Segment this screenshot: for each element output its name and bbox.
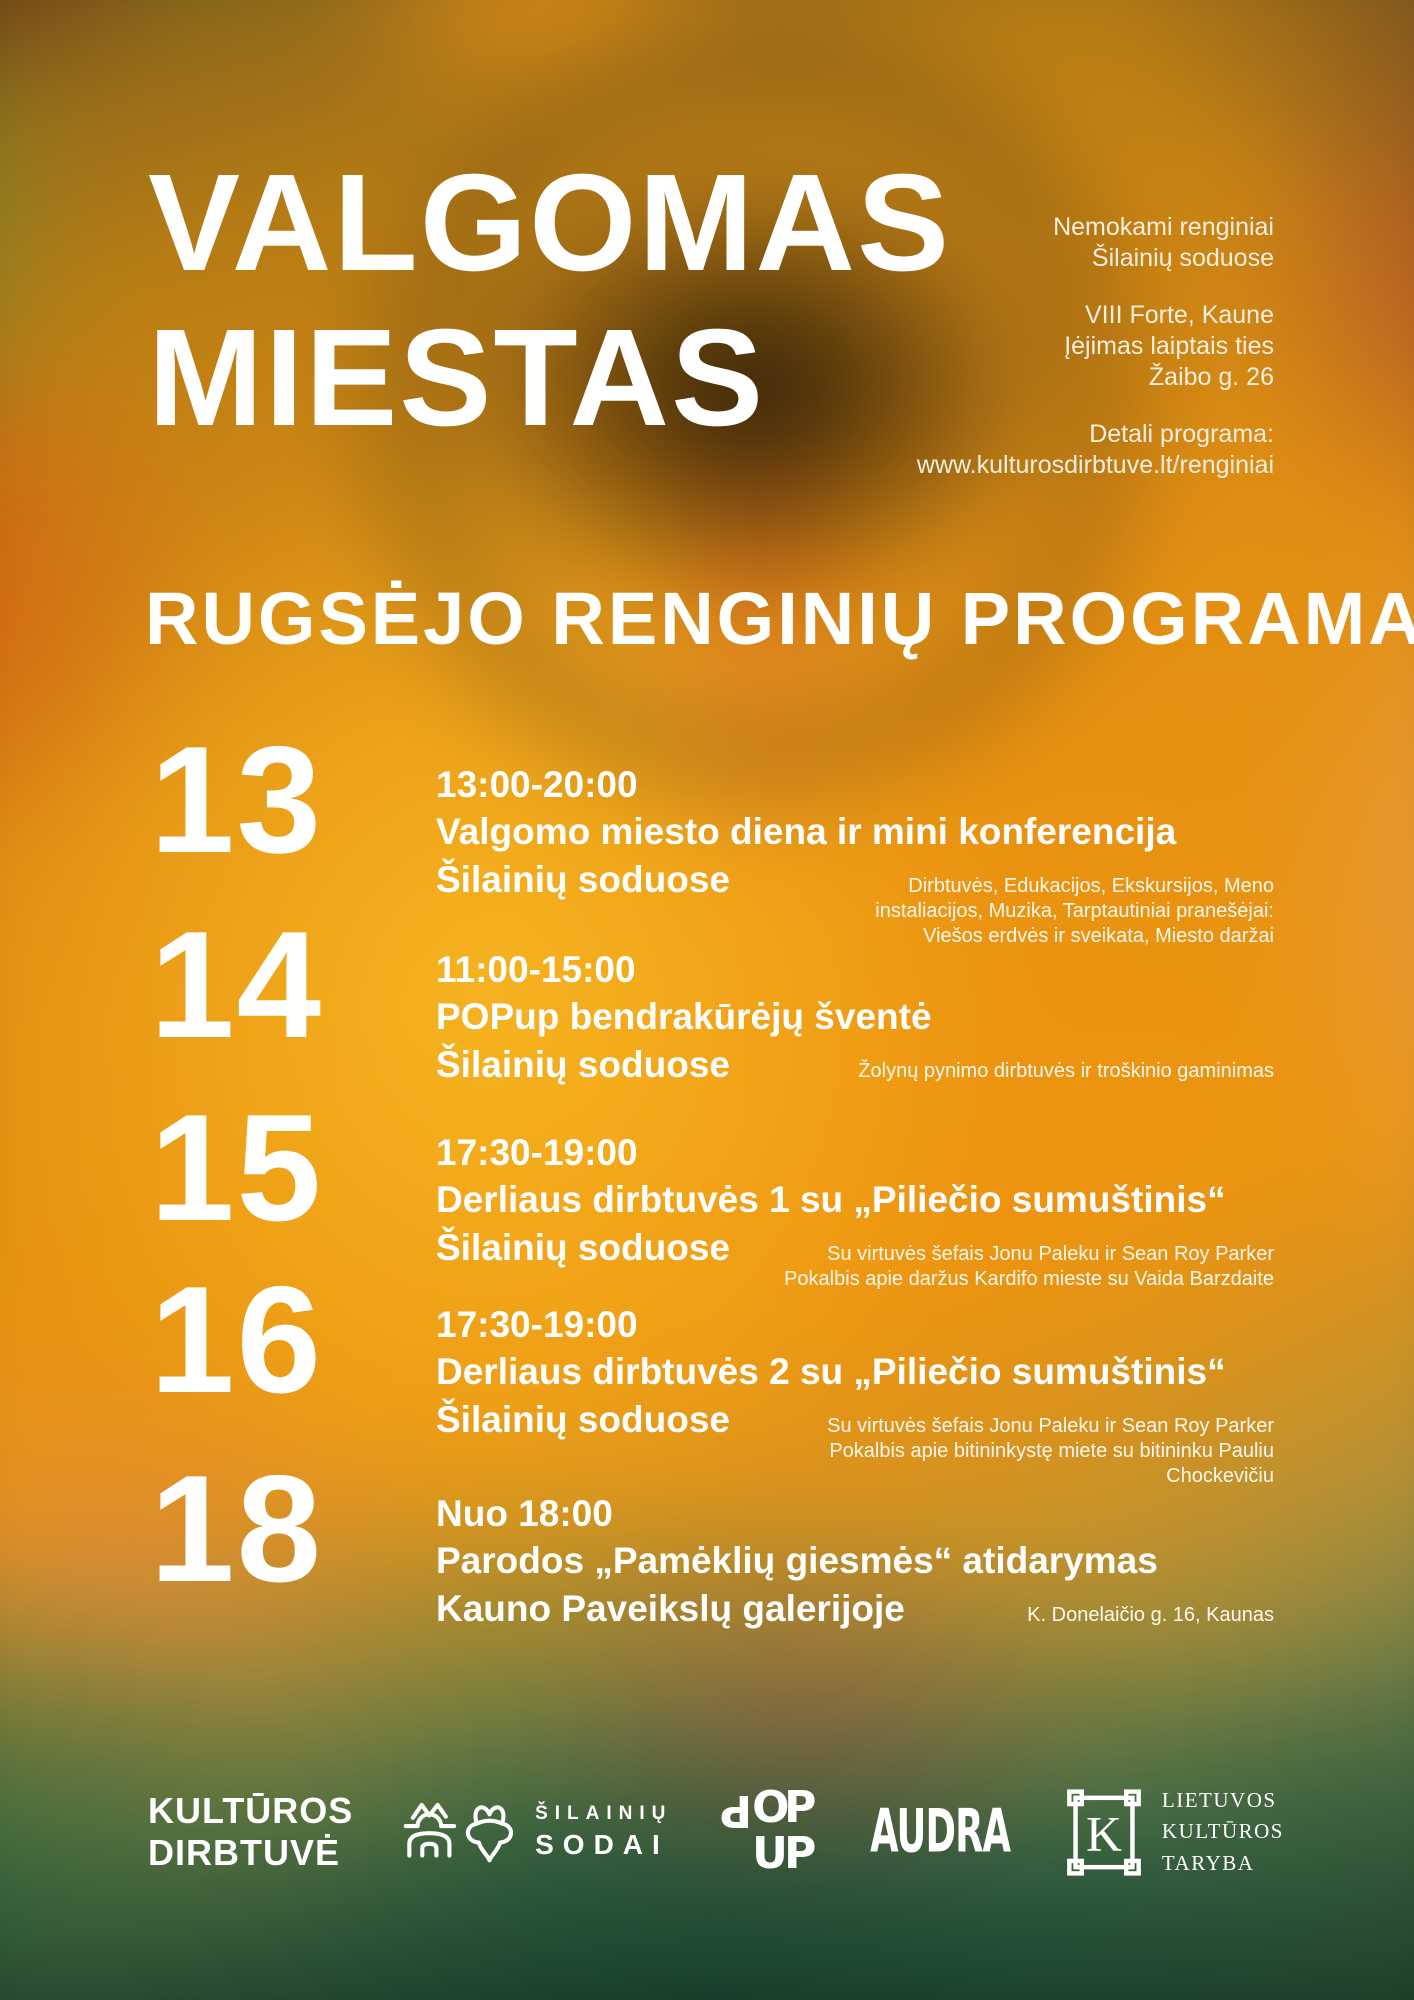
event-location: Šilainių soduose [436, 1043, 730, 1085]
event-time: 13:00-20:00 [436, 764, 638, 805]
info-program-url: www.kulturosdirbtuve.lt/renginiai [916, 451, 1274, 479]
info-venue-line3: Žaibo g. 26 [1148, 363, 1274, 391]
lkt-line3: TARYBA [1161, 1850, 1255, 1875]
info-free-events-line2: Šilainių soduose [1091, 244, 1274, 272]
info-program-label: Detali programa: [1089, 420, 1274, 448]
logo-kulturos-dirbtuve: KULTŪROS DIRBTUVĖ [148, 1790, 353, 1874]
event-title: POPup bendrakūrėjų šventė [436, 996, 932, 1037]
event-row-18: 18 Nuo 18:00 Parodos „Pamėklių giesmės“ … [150, 1453, 1274, 1629]
event-row-13: 13 13:00-20:00 Valgomo miesto diena ir m… [150, 724, 1274, 949]
event-title: Derliaus dirbtuvės 1 su „Piliečio sumušt… [436, 1179, 1226, 1220]
event-date: 18 [150, 1444, 324, 1614]
event-row-14: 14 11:00-15:00 POPup bendrakūrėjų šventė… [150, 909, 1274, 1085]
info-venue-line2: Įėjimas laiptais ties [1064, 332, 1274, 360]
event-note: Žolynų pynimo dirbtuvės ir troškinio gam… [858, 1059, 1274, 1082]
logo-kulturos-dirbtuve-line2: DIRBTUVĖ [148, 1832, 341, 1873]
spacer [917, 274, 1274, 300]
poster-title: VALGOMAS MIESTAS [148, 146, 951, 455]
poster-title-line1: VALGOMAS [148, 146, 952, 300]
poster-title-line2: MIESTAS [148, 300, 766, 455]
event-date: 15 [150, 1083, 324, 1253]
event-date: 16 [150, 1255, 324, 1425]
section-heading: RUGSĖJO RENGINIŲ PROGRAMA [145, 577, 1414, 660]
silainiu-sodai-wordmark: ŠILAINIŲ SODAI [535, 1803, 672, 1861]
event-note: K. Donelaičio g. 16, Kaunas [1027, 1603, 1274, 1626]
event-title: Parodos „Pamėklių giesmės“ atidarymas [436, 1540, 1158, 1581]
partner-logos-bar: KULTŪROS DIRBTUVĖ ŠILAINIŲ SODAI [148, 1772, 1284, 1892]
logo-lietuvos-kulturos-taryba: K LIETUVOS KULTŪROS TARYBA [1064, 1785, 1284, 1880]
popup-letter: P [719, 1785, 753, 1836]
logo-audra: AUDRA [870, 1797, 1011, 1867]
silainiu-sodai-line2: SODAI [535, 1829, 669, 1860]
event-time: 11:00-15:00 [436, 949, 636, 990]
event-title: Derliaus dirbtuvės 2 su „Piliečio sumušt… [436, 1351, 1226, 1392]
event-location: Kauno Paveikslų galerijoje [436, 1587, 905, 1629]
event-date: 13 [150, 715, 324, 885]
lkt-line2: KULTŪROS [1161, 1819, 1284, 1844]
event-row-15: 15 17:30-19:00 Derliaus dirbtuvės 1 su „… [150, 1092, 1274, 1292]
event-note: Su virtuvės šefais Jonu Paleku ir Sean R… [827, 1414, 1274, 1487]
event-location: Šilainių soduose [436, 1398, 730, 1440]
popup-letter: U [752, 1828, 788, 1879]
logo-silainiu-sodai: ŠILAINIŲ SODAI [401, 1799, 672, 1865]
event-title: Valgomo miesto diena ir mini konferencij… [436, 811, 1177, 852]
silainiu-sodai-line1: ŠILAINIŲ [535, 1803, 673, 1824]
logo-kulturos-dirbtuve-line1: KULTŪROS [148, 1790, 354, 1832]
popup-letter: O [752, 1782, 790, 1833]
event-date: 14 [150, 900, 324, 1070]
info-venue-line1: VIII Forte, Kaune [1085, 301, 1274, 329]
lkt-letter-k: K [1086, 1806, 1122, 1861]
lkt-line1: LIETUVOS [1161, 1787, 1277, 1812]
event-location: Šilainių soduose [436, 1226, 730, 1268]
silainiu-sodai-icon [403, 1802, 514, 1863]
info-free-events-line1: Nemokami renginiai [1053, 213, 1274, 241]
event-row-16: 16 17:30-19:00 Derliaus dirbtuvės 2 su „… [150, 1264, 1274, 1489]
logo-pop-up: P O P U P [719, 1782, 817, 1879]
event-time: Nuo 18:00 [436, 1493, 613, 1534]
event-time: 17:30-19:00 [436, 1304, 638, 1345]
event-note: Dirbtuvės, Edukacijos, Ekskursijos, Meno… [875, 874, 1274, 947]
lkt-wordmark: LIETUVOS KULTŪROS TARYBA [1162, 1785, 1284, 1880]
popup-spacer [720, 1832, 752, 1878]
popup-letter: P [784, 1782, 817, 1833]
popup-letter: P [784, 1828, 817, 1879]
lkt-frame-k-icon: K [1067, 1788, 1141, 1876]
spacer [917, 393, 1274, 419]
event-note: Su virtuvės šefais Jonu Paleku ir Sean R… [784, 1242, 1274, 1290]
event-location: Šilainių soduose [436, 858, 730, 900]
info-block: Nemokami renginiai Šilainių soduose VIII… [917, 212, 1274, 481]
event-time: 17:30-19:00 [436, 1132, 638, 1173]
